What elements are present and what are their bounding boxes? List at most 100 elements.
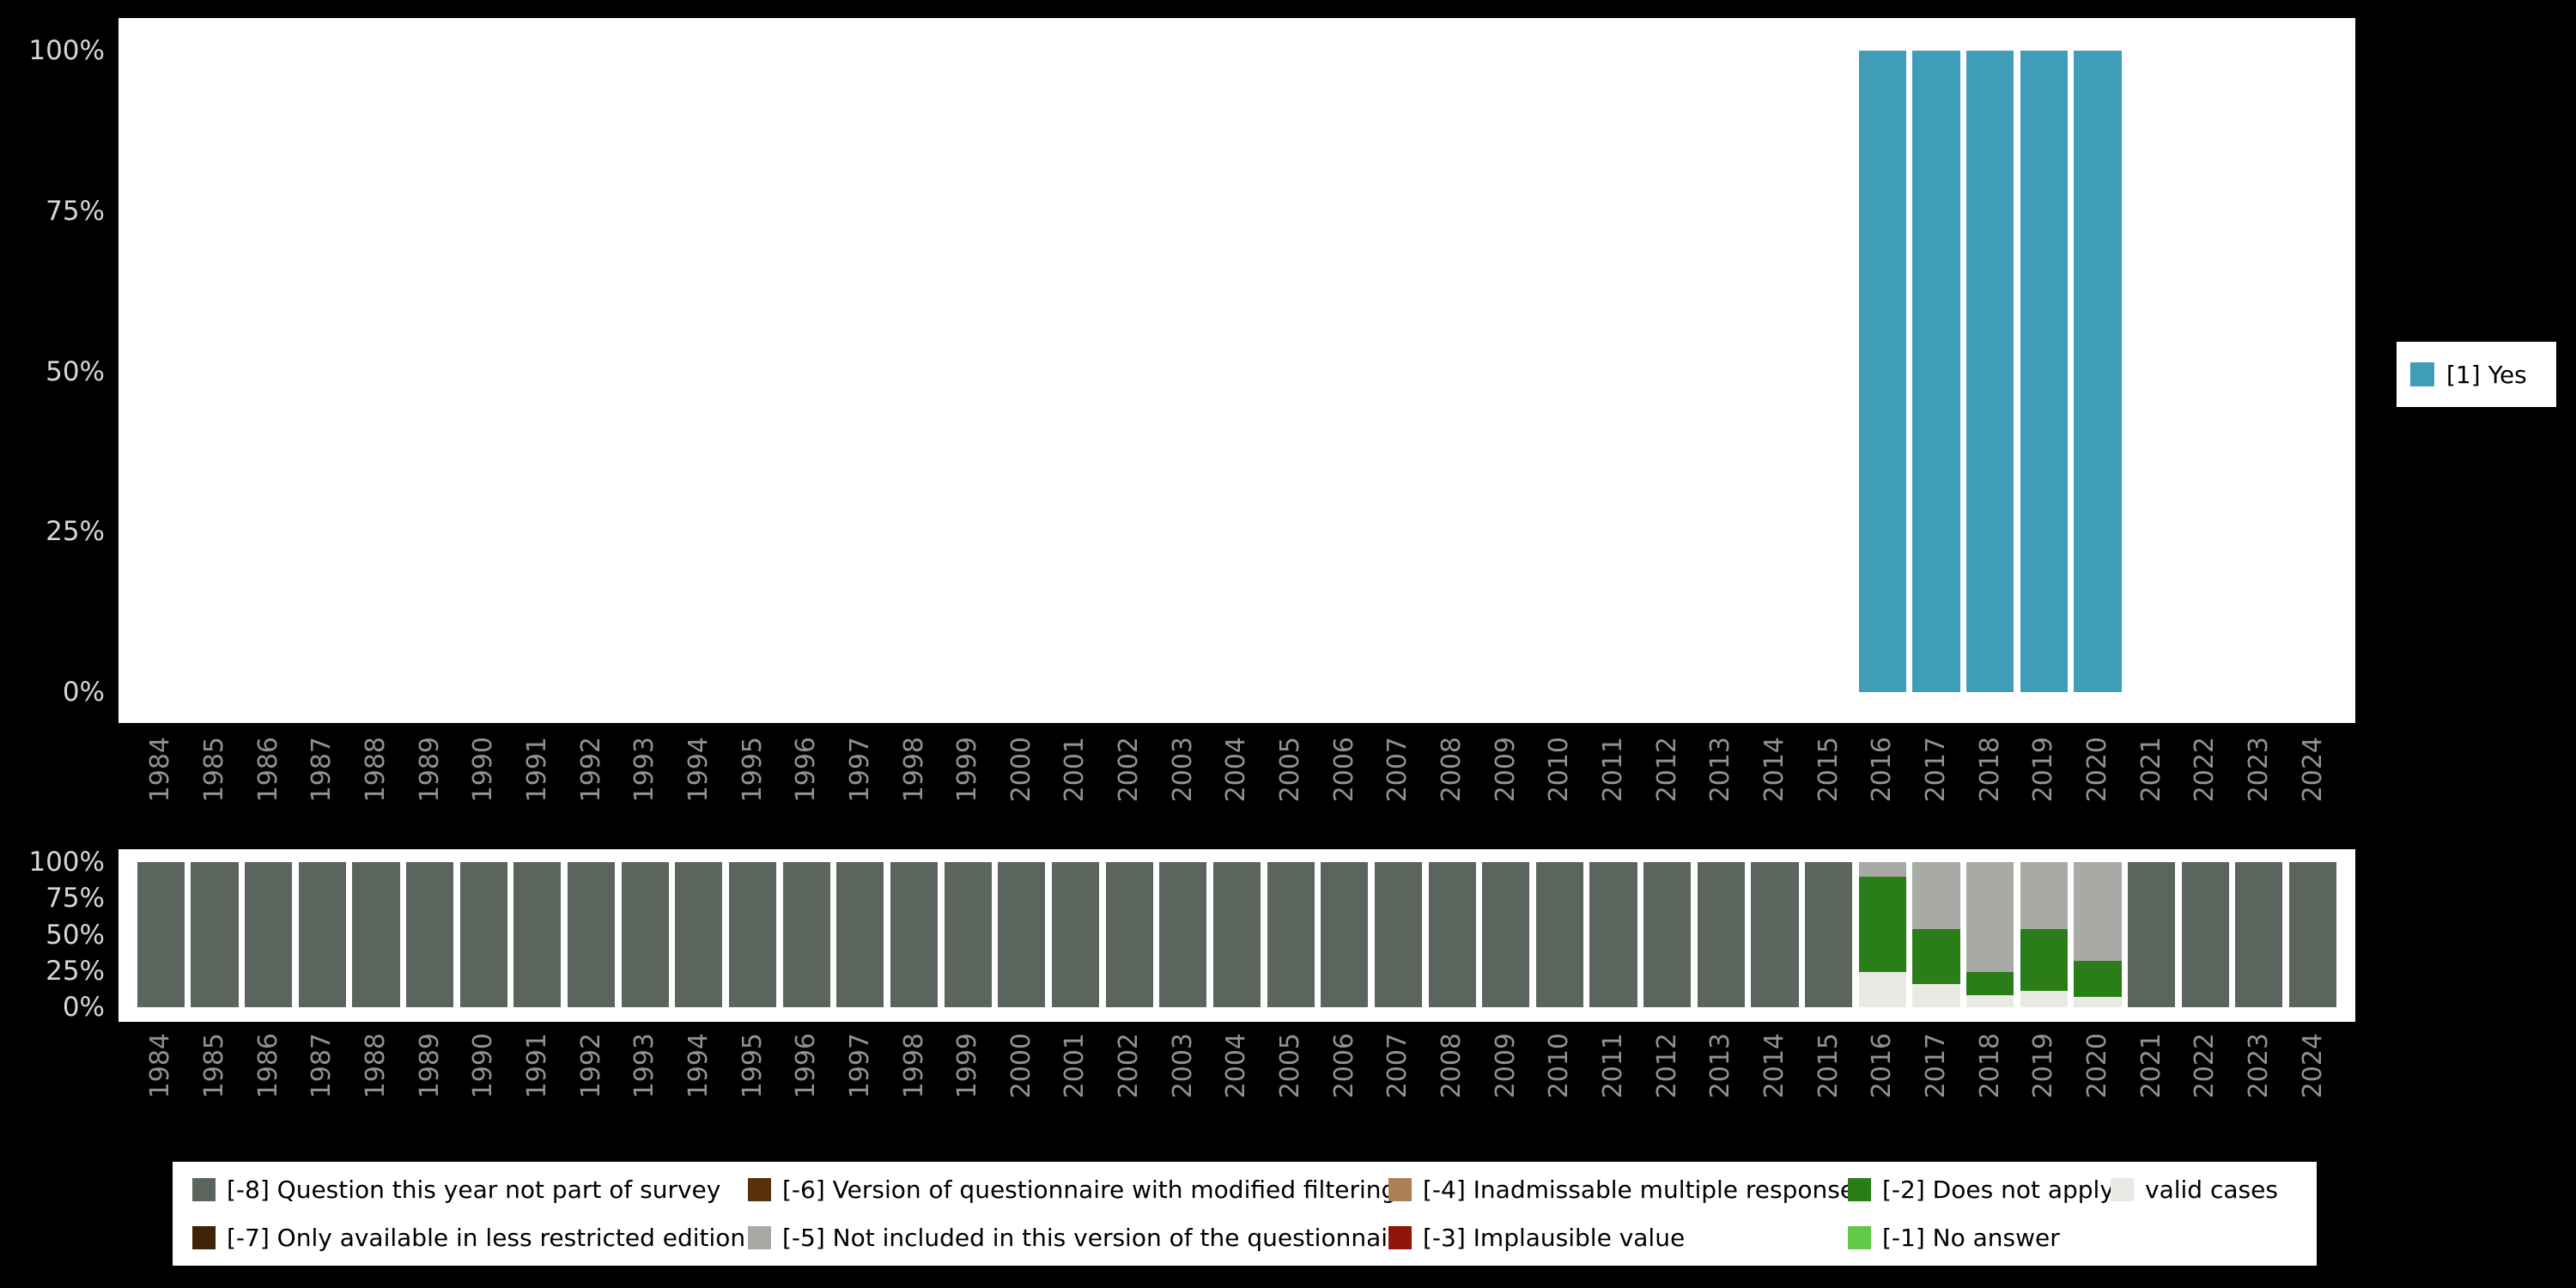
year-bar[interactable] bbox=[890, 862, 939, 1007]
bar-segment[interactable] bbox=[1966, 972, 2014, 996]
year-bar[interactable] bbox=[944, 862, 992, 1007]
year-bar[interactable] bbox=[890, 51, 938, 692]
year-bar[interactable] bbox=[1858, 51, 1906, 692]
bar-segment[interactable] bbox=[406, 862, 454, 1007]
bar-segment[interactable] bbox=[1858, 862, 1906, 877]
bar-segment[interactable] bbox=[1966, 51, 2014, 692]
bar-segment[interactable] bbox=[1858, 51, 1906, 692]
year-bar[interactable] bbox=[1106, 51, 1153, 692]
year-bar[interactable] bbox=[1105, 862, 1153, 1007]
bar-segment[interactable] bbox=[1051, 862, 1100, 1007]
bar-segment[interactable] bbox=[2181, 862, 2229, 1007]
bar-segment[interactable] bbox=[890, 862, 939, 1007]
year-bar[interactable] bbox=[2128, 51, 2175, 692]
year-bar[interactable] bbox=[1697, 862, 1745, 1007]
year-bar[interactable] bbox=[1535, 862, 1583, 1007]
bar-segment[interactable] bbox=[1643, 862, 1692, 1007]
year-bar[interactable] bbox=[1213, 51, 1261, 692]
bar-segment[interactable] bbox=[1966, 862, 2014, 973]
year-bar[interactable] bbox=[191, 51, 238, 692]
bar-segment[interactable] bbox=[1858, 972, 1906, 1007]
year-bar[interactable] bbox=[406, 862, 454, 1007]
bar-segment[interactable] bbox=[1374, 862, 1422, 1007]
bar-segment[interactable] bbox=[513, 862, 562, 1007]
year-bar[interactable] bbox=[1751, 862, 1799, 1007]
bar-segment[interactable] bbox=[2074, 997, 2122, 1007]
year-bar[interactable] bbox=[298, 862, 346, 1007]
bar-segment[interactable] bbox=[2074, 960, 2122, 998]
year-bar[interactable] bbox=[1912, 862, 1960, 1007]
year-bar[interactable] bbox=[1159, 862, 1207, 1007]
year-bar[interactable] bbox=[1429, 51, 1476, 692]
bar-segment[interactable] bbox=[1912, 983, 1960, 1007]
year-bar[interactable] bbox=[836, 862, 884, 1007]
bar-segment[interactable] bbox=[836, 862, 884, 1007]
year-bar[interactable] bbox=[782, 862, 830, 1007]
year-bar[interactable] bbox=[1321, 862, 1369, 1007]
year-bar[interactable] bbox=[2128, 862, 2176, 1007]
bar-segment[interactable] bbox=[1912, 928, 1960, 984]
year-bar[interactable] bbox=[622, 51, 669, 692]
bar-segment[interactable] bbox=[1159, 862, 1207, 1007]
year-bar[interactable] bbox=[1805, 862, 1853, 1007]
year-bar[interactable] bbox=[460, 51, 507, 692]
bar-segment[interactable] bbox=[1212, 862, 1261, 1007]
bar-segment[interactable] bbox=[1589, 862, 1637, 1007]
year-bar[interactable] bbox=[1912, 51, 1960, 692]
year-bar[interactable] bbox=[1428, 862, 1476, 1007]
year-bar[interactable] bbox=[998, 862, 1046, 1007]
year-bar[interactable] bbox=[568, 51, 615, 692]
bar-segment[interactable] bbox=[1482, 862, 1530, 1007]
bar-segment[interactable] bbox=[1267, 862, 1315, 1007]
bar-segment[interactable] bbox=[1966, 995, 2014, 1007]
year-bar[interactable] bbox=[945, 51, 992, 692]
bar-segment[interactable] bbox=[568, 862, 616, 1007]
year-bar[interactable] bbox=[137, 51, 185, 692]
year-bar[interactable] bbox=[1374, 862, 1422, 1007]
year-bar[interactable] bbox=[728, 862, 777, 1007]
year-bar[interactable] bbox=[352, 51, 399, 692]
year-bar[interactable] bbox=[513, 51, 561, 692]
year-bar[interactable] bbox=[675, 51, 722, 692]
year-bar[interactable] bbox=[836, 51, 884, 692]
year-bar[interactable] bbox=[245, 862, 293, 1007]
bar-segment[interactable] bbox=[675, 862, 723, 1007]
year-bar[interactable] bbox=[1966, 862, 2014, 1007]
bar-segment[interactable] bbox=[1912, 51, 1960, 692]
year-bar[interactable] bbox=[1858, 862, 1906, 1007]
bar-segment[interactable] bbox=[782, 862, 830, 1007]
bar-segment[interactable] bbox=[191, 862, 239, 1007]
year-bar[interactable] bbox=[675, 862, 723, 1007]
year-bar[interactable] bbox=[299, 51, 346, 692]
year-bar[interactable] bbox=[1159, 51, 1206, 692]
year-bar[interactable] bbox=[352, 862, 400, 1007]
year-bar[interactable] bbox=[1536, 51, 1583, 692]
year-bar[interactable] bbox=[1052, 51, 1099, 692]
year-bar[interactable] bbox=[1805, 51, 1852, 692]
bar-segment[interactable] bbox=[728, 862, 777, 1007]
bar-segment[interactable] bbox=[1321, 862, 1369, 1007]
year-bar[interactable] bbox=[1375, 51, 1422, 692]
year-bar[interactable] bbox=[1589, 862, 1637, 1007]
bar-segment[interactable] bbox=[298, 862, 346, 1007]
bar-segment[interactable] bbox=[944, 862, 992, 1007]
bar-segment[interactable] bbox=[2020, 991, 2068, 1007]
bar-segment[interactable] bbox=[2289, 862, 2337, 1007]
bar-segment[interactable] bbox=[137, 862, 185, 1007]
year-bar[interactable] bbox=[729, 51, 776, 692]
bar-segment[interactable] bbox=[2074, 51, 2122, 692]
year-bar[interactable] bbox=[621, 862, 669, 1007]
year-bar[interactable] bbox=[1267, 862, 1315, 1007]
year-bar[interactable] bbox=[1589, 51, 1637, 692]
bar-segment[interactable] bbox=[2020, 862, 2068, 929]
year-bar[interactable] bbox=[513, 862, 562, 1007]
year-bar[interactable] bbox=[2235, 862, 2283, 1007]
year-bar[interactable] bbox=[2074, 862, 2122, 1007]
bar-segment[interactable] bbox=[1105, 862, 1153, 1007]
year-bar[interactable] bbox=[245, 51, 292, 692]
bar-segment[interactable] bbox=[1697, 862, 1745, 1007]
year-bar[interactable] bbox=[1267, 51, 1315, 692]
year-bar[interactable] bbox=[1051, 862, 1100, 1007]
bar-segment[interactable] bbox=[1858, 876, 1906, 973]
year-bar[interactable] bbox=[2289, 862, 2337, 1007]
